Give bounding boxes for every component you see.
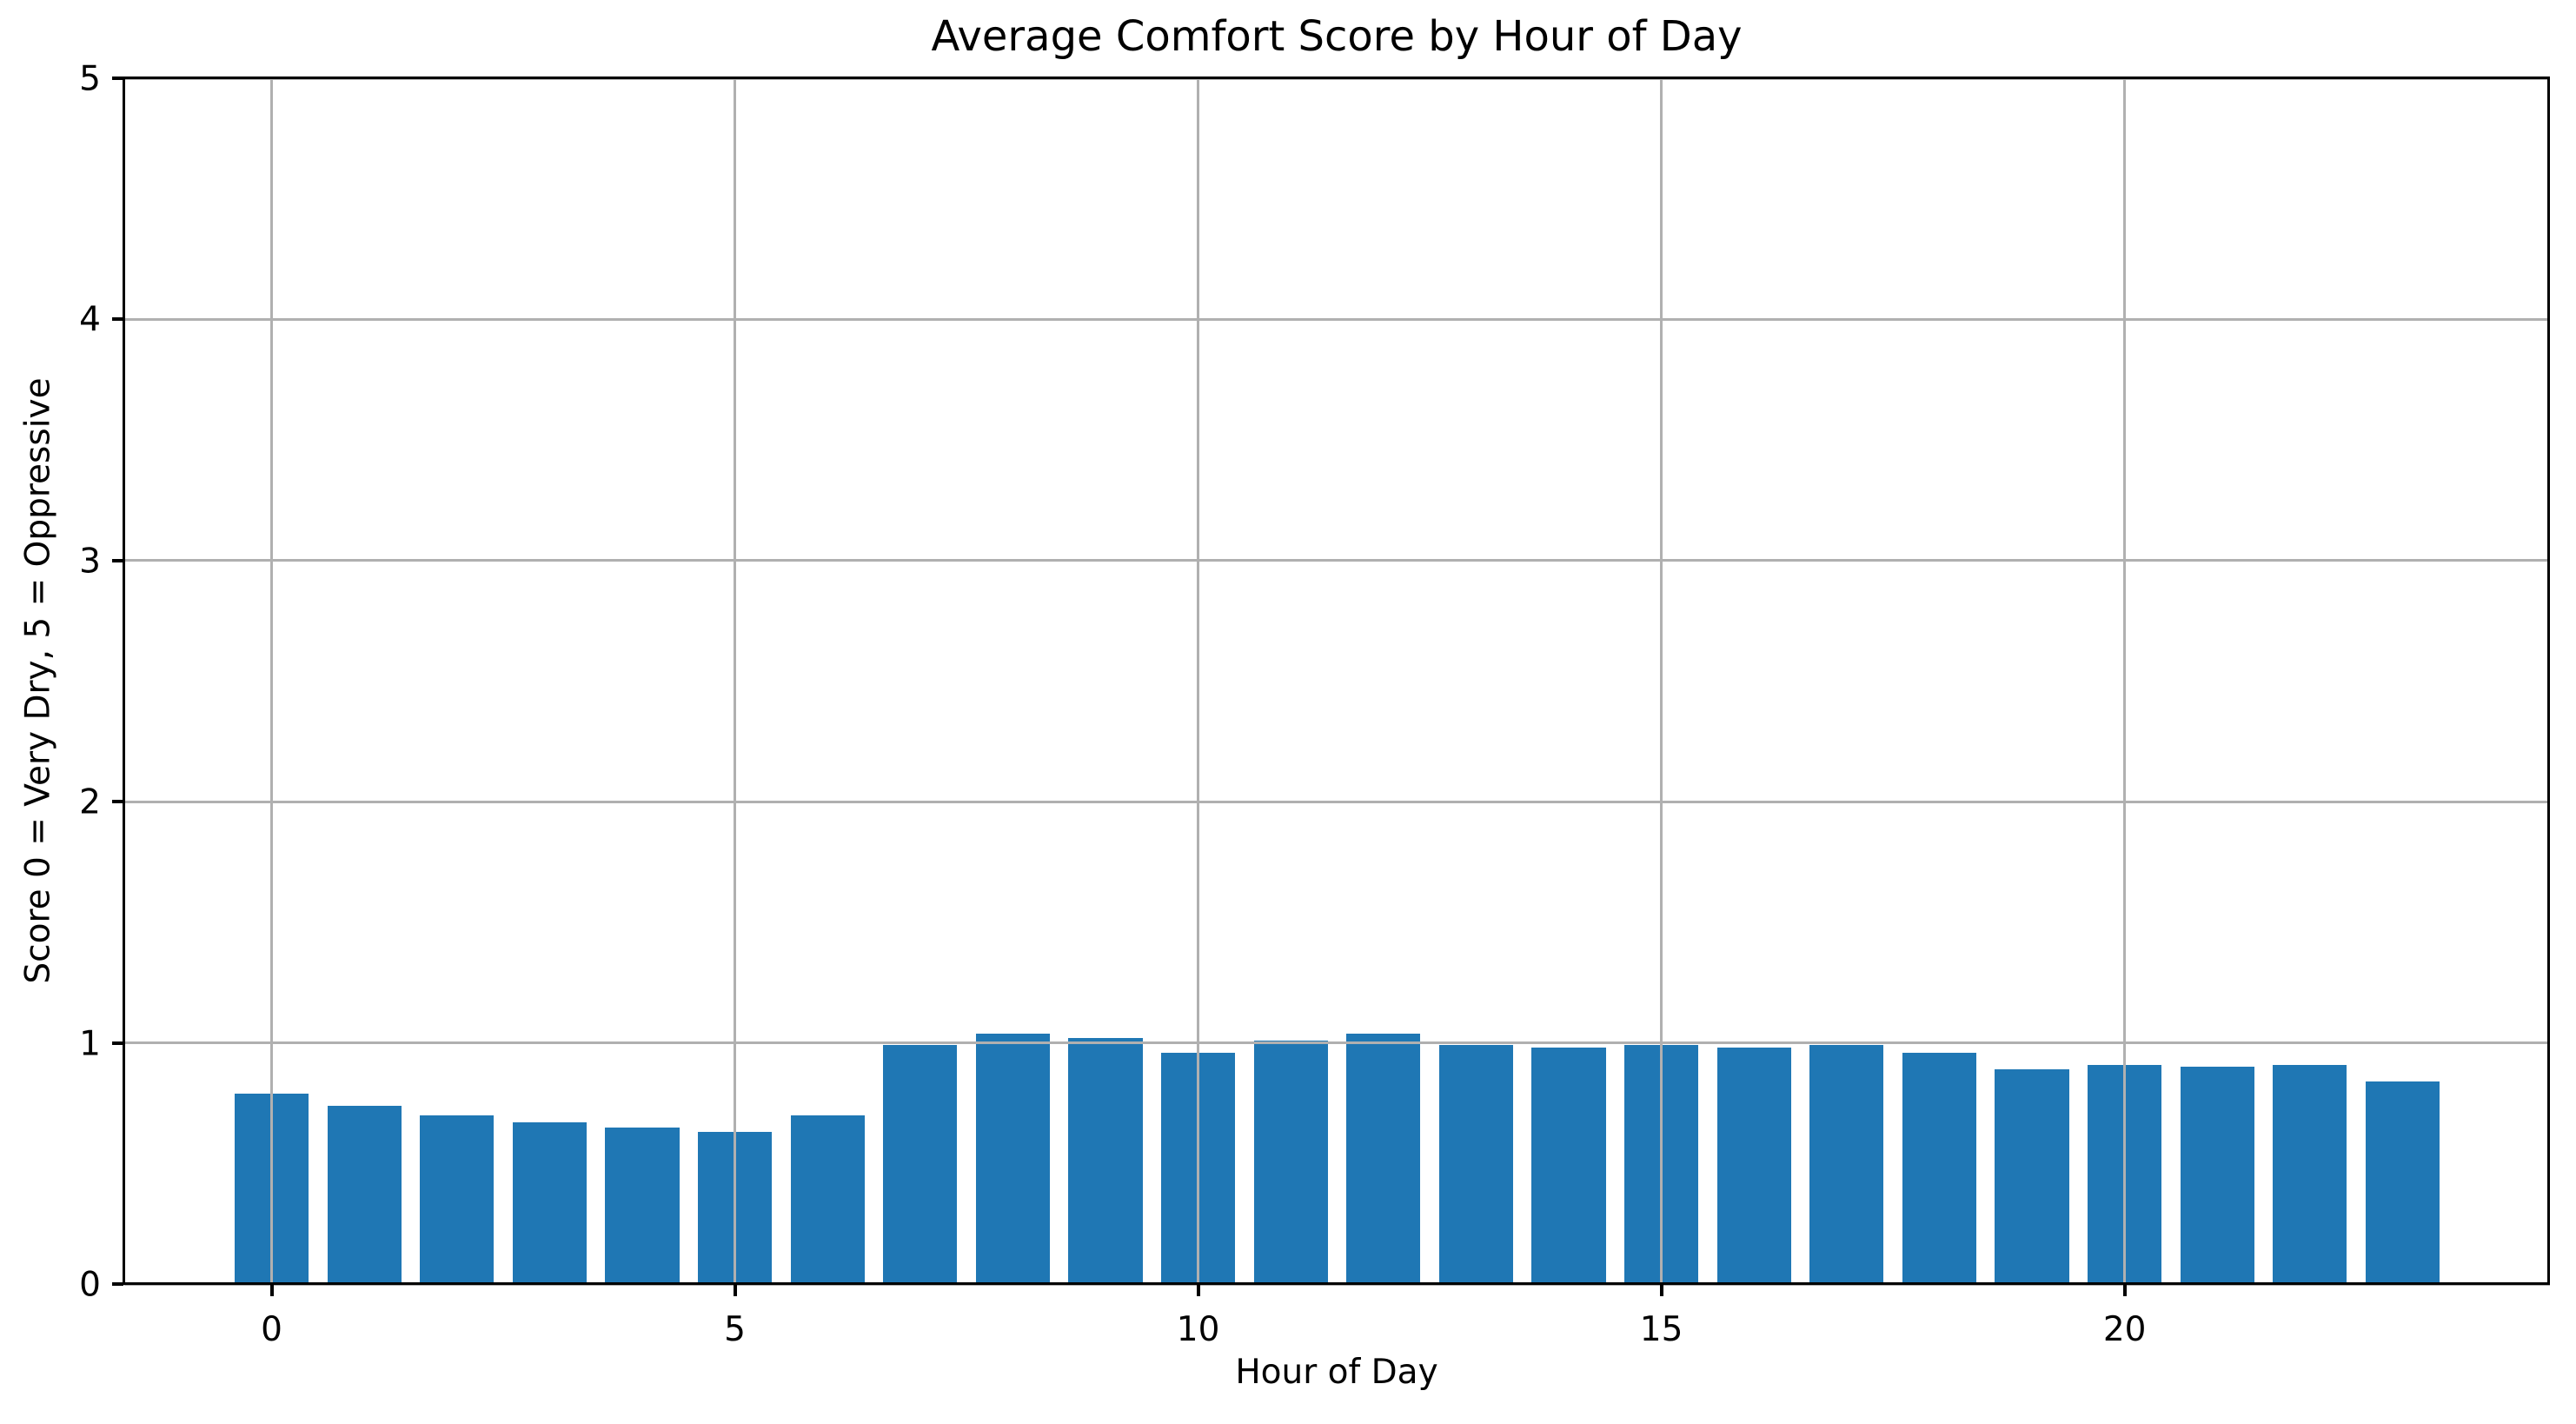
bar-hour-7 xyxy=(883,1045,958,1284)
bar-hour-8 xyxy=(975,1033,1050,1284)
x-tick-label-0: 0 xyxy=(261,1310,282,1349)
bar-hour-17 xyxy=(1809,1045,1884,1284)
bar-hour-4 xyxy=(605,1127,680,1284)
y-tick-2 xyxy=(112,800,123,804)
bar-hour-6 xyxy=(790,1115,865,1284)
x-tick-15 xyxy=(1659,1285,1663,1296)
bar-hour-11 xyxy=(1253,1040,1328,1284)
y-tick-label-0: 0 xyxy=(79,1265,101,1305)
bar-hour-16 xyxy=(1716,1048,1791,1284)
chart-title: Average Comfort Score by Hour of Day xyxy=(931,12,1743,61)
x-axis-label: Hour of Day xyxy=(1235,1353,1438,1392)
y-gridline-0 xyxy=(124,1282,2550,1286)
y-gridline-3 xyxy=(124,559,2550,562)
x-gridline-15 xyxy=(1660,78,1663,1284)
y-tick-3 xyxy=(112,558,123,562)
bar-hour-1 xyxy=(327,1105,402,1284)
x-tick-10 xyxy=(1196,1285,1200,1296)
x-tick-label-15: 15 xyxy=(1639,1310,1683,1349)
bar-hour-9 xyxy=(1068,1038,1143,1284)
bar-hour-21 xyxy=(2180,1067,2254,1284)
bar-hour-18 xyxy=(1902,1052,1977,1284)
y-gridline-1 xyxy=(124,1041,2550,1045)
y-gridline-5 xyxy=(124,77,2550,80)
x-tick-5 xyxy=(733,1285,737,1296)
bar-hour-23 xyxy=(2365,1081,2440,1284)
bar-hour-2 xyxy=(420,1115,495,1284)
bar-hour-3 xyxy=(512,1122,587,1284)
x-tick-label-5: 5 xyxy=(724,1310,746,1349)
bar-hour-19 xyxy=(1995,1069,2069,1284)
x-tick-label-20: 20 xyxy=(2102,1310,2147,1349)
y-gridline-4 xyxy=(124,317,2550,321)
bar-hour-13 xyxy=(1438,1045,1514,1284)
bar-hour-22 xyxy=(2273,1064,2347,1284)
x-gridline-20 xyxy=(2123,78,2127,1284)
bar-hour-14 xyxy=(1531,1048,1606,1284)
y-tick-label-5: 5 xyxy=(79,59,101,99)
y-tick-4 xyxy=(112,317,123,322)
x-tick-0 xyxy=(269,1285,274,1296)
x-tick-20 xyxy=(2122,1285,2127,1296)
y-tick-label-4: 4 xyxy=(79,300,101,340)
y-tick-label-1: 1 xyxy=(79,1024,101,1064)
y-tick-1 xyxy=(112,1041,123,1045)
y-tick-0 xyxy=(112,1282,123,1286)
y-gridline-2 xyxy=(124,800,2550,803)
x-gridline-10 xyxy=(1197,78,1200,1284)
y-tick-label-2: 2 xyxy=(79,782,101,822)
x-tick-label-10: 10 xyxy=(1176,1310,1220,1349)
x-gridline-0 xyxy=(270,78,273,1284)
y-tick-5 xyxy=(112,77,123,80)
y-tick-label-3: 3 xyxy=(79,542,101,582)
x-gridline-5 xyxy=(734,78,736,1284)
bar-hour-12 xyxy=(1346,1033,1421,1284)
y-axis-label: Score 0 = Very Dry, 5 = Oppressive xyxy=(18,377,58,984)
